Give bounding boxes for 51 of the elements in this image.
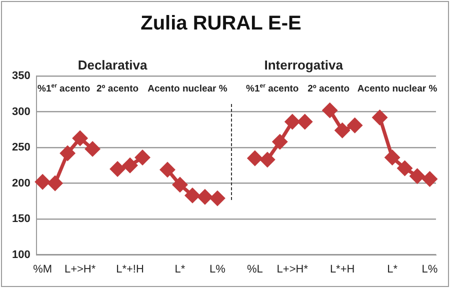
x-tick-label: L* xyxy=(174,263,186,276)
point xyxy=(122,158,138,173)
point xyxy=(285,114,300,130)
point xyxy=(110,162,125,176)
point xyxy=(248,151,262,166)
y-tick-label: 300 xyxy=(12,106,30,118)
point xyxy=(185,188,200,203)
point xyxy=(210,191,225,206)
annotation: 2º acento xyxy=(96,83,139,94)
point xyxy=(72,130,88,146)
point xyxy=(172,177,188,192)
text: Declarativa xyxy=(78,58,148,73)
annotation: Acento nuclear % xyxy=(357,83,438,94)
y-tick-label: 150 xyxy=(12,213,30,226)
point xyxy=(35,174,50,190)
x-tick-label: %M xyxy=(33,263,52,276)
point xyxy=(422,172,438,186)
x-tick-label: L% xyxy=(209,263,226,276)
point xyxy=(260,152,275,167)
point xyxy=(198,190,212,204)
point xyxy=(85,142,100,156)
point xyxy=(410,168,425,184)
point xyxy=(372,110,388,125)
annotation: %1$^{er}$ acento xyxy=(37,83,90,94)
text: Interrogativa xyxy=(264,58,343,73)
point xyxy=(335,123,350,138)
point xyxy=(298,114,312,130)
x-tick-label: L* xyxy=(387,263,398,276)
point xyxy=(60,146,75,160)
point xyxy=(160,162,175,177)
annotation: Acento nuclear % xyxy=(148,83,228,94)
y-tick-label: 100 xyxy=(12,248,30,261)
point xyxy=(348,118,362,133)
x-tick-label: %L xyxy=(246,263,263,276)
point xyxy=(135,150,150,165)
x-tick-label: L% xyxy=(422,263,438,276)
x-tick-label: L*+H xyxy=(330,263,355,276)
y-tick-label: 350 xyxy=(12,70,30,82)
y-tick-label: 250 xyxy=(12,142,30,154)
point xyxy=(385,150,400,165)
point xyxy=(398,161,412,176)
point xyxy=(272,134,288,150)
annotation: 2º acento xyxy=(308,83,350,94)
annotation: %1$^{er}$ acento xyxy=(246,83,299,94)
x-tick-label: L*+!H xyxy=(116,263,144,276)
chart-title: Zulia RURAL E-E xyxy=(140,12,302,35)
y-tick-label: 200 xyxy=(12,177,30,190)
point xyxy=(48,176,62,191)
x-tick-label: L+>H* xyxy=(64,263,96,276)
point xyxy=(322,103,338,118)
x-tick-label: L+>H* xyxy=(276,263,309,276)
